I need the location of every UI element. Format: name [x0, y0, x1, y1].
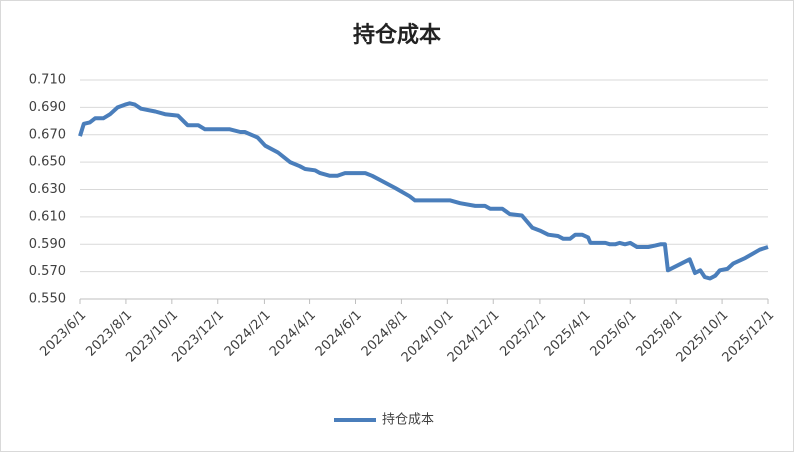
chart-title: 持仓成本	[353, 22, 441, 48]
y-tick-label: 0.610	[29, 209, 66, 224]
y-tick-label: 0.590	[29, 237, 66, 252]
line-series	[78, 101, 769, 281]
y-tick-label: 0.670	[29, 127, 66, 142]
y-tick-label: 0.550	[29, 292, 66, 307]
y-tick-label: 0.570	[29, 264, 66, 279]
legend-label: 持仓成本	[382, 413, 434, 428]
y-tick-label: 0.710	[29, 73, 66, 88]
y-tick-label: 0.630	[29, 182, 66, 197]
y-tick-label: 0.690	[29, 100, 66, 115]
y-tick-label: 0.650	[29, 155, 66, 170]
